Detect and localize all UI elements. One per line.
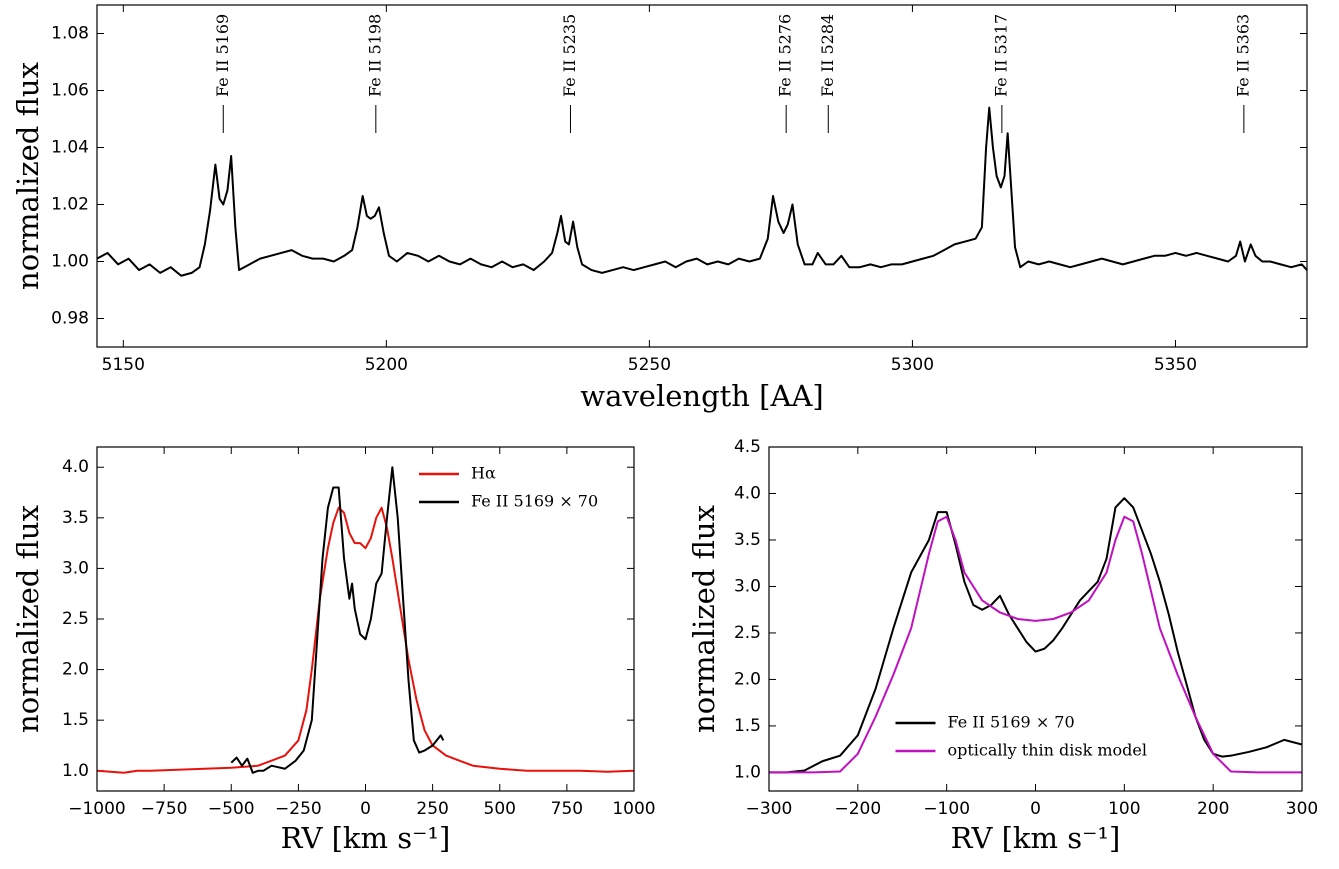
x-tick-label: 500 xyxy=(484,799,516,819)
line-label: Fe II 5363 xyxy=(1233,14,1252,97)
series-line xyxy=(230,466,445,774)
x-tick-label: 5200 xyxy=(365,355,408,375)
x-tick-label: 0 xyxy=(360,799,371,819)
plot-area xyxy=(97,106,1307,277)
x-tick-label: 200 xyxy=(1197,799,1229,819)
axes-frame xyxy=(96,4,1308,348)
x-tick-label: 1000 xyxy=(612,799,655,819)
line-label: Fe II 5284 xyxy=(818,14,837,97)
x-tick-label: 5350 xyxy=(1154,355,1197,375)
x-tick-label: −1000 xyxy=(68,799,126,819)
y-tick-label: 1.0 xyxy=(62,761,89,781)
y-tick-label: 1.06 xyxy=(51,81,89,101)
y-tick-label: 3.0 xyxy=(62,558,89,578)
plot-area xyxy=(97,466,634,774)
line-label: Fe II 5317 xyxy=(991,14,1010,97)
y-tick-label: 2.5 xyxy=(62,609,89,629)
x-axis-label: RV [km s⁻¹] xyxy=(951,821,1121,855)
y-axis-label: normalized flux xyxy=(687,505,721,733)
y-tick-label: 1.5 xyxy=(62,710,89,730)
y-tick-label: 2.0 xyxy=(62,660,89,680)
x-tick-label: 250 xyxy=(416,799,448,819)
y-tick-label: 3.0 xyxy=(734,576,761,596)
line-label: Fe II 5276 xyxy=(776,14,795,97)
y-axis-label: normalized flux xyxy=(11,62,45,290)
y-axis-label: normalized flux xyxy=(11,505,45,733)
x-tick-label: 5300 xyxy=(891,355,934,375)
series-line xyxy=(97,106,1307,277)
axes-frame xyxy=(768,446,1303,792)
line-label: Fe II 5198 xyxy=(365,14,384,97)
y-tick-label: 1.02 xyxy=(51,195,89,215)
x-tick-label: 0 xyxy=(1030,799,1041,819)
y-tick-label: 4.0 xyxy=(734,483,761,503)
x-tick-label: −100 xyxy=(923,799,970,819)
series-line xyxy=(769,515,1302,774)
y-tick-label: 1.5 xyxy=(734,716,761,736)
line-label: Fe II 5169 xyxy=(213,14,232,97)
y-tick-label: 1.00 xyxy=(51,252,89,272)
x-tick-label: −750 xyxy=(141,799,188,819)
y-tick-label: 3.5 xyxy=(62,508,89,528)
legend-label: optically thin disk model xyxy=(948,741,1148,760)
x-tick-label: −500 xyxy=(208,799,255,819)
y-tick-label: 4.5 xyxy=(734,437,761,457)
x-tick-label: −250 xyxy=(275,799,322,819)
legend-label: Hα xyxy=(471,464,496,483)
x-tick-label: 750 xyxy=(551,799,583,819)
x-tick-label: 5250 xyxy=(628,355,671,375)
y-tick-label: 2.5 xyxy=(734,623,761,643)
legend-label: Fe II 5169 × 70 xyxy=(948,713,1075,732)
x-tick-label: −300 xyxy=(746,799,793,819)
x-axis-label: wavelength [AA] xyxy=(580,379,823,413)
x-axis-label: RV [km s⁻¹] xyxy=(281,821,451,855)
plot-area xyxy=(769,497,1302,774)
y-tick-label: 3.5 xyxy=(734,530,761,550)
y-tick-label: 4.0 xyxy=(62,457,89,477)
x-tick-label: 100 xyxy=(1108,799,1140,819)
axes-frame xyxy=(96,446,635,792)
x-tick-label: 300 xyxy=(1286,799,1318,819)
series-line xyxy=(97,506,634,774)
x-tick-label: 5150 xyxy=(102,355,145,375)
legend-label: Fe II 5169 × 70 xyxy=(471,492,598,511)
y-tick-label: 0.98 xyxy=(51,309,89,329)
y-tick-label: 1.0 xyxy=(734,762,761,782)
line-label: Fe II 5235 xyxy=(560,14,579,97)
x-tick-label: −200 xyxy=(834,799,881,819)
y-tick-label: 1.08 xyxy=(51,24,89,44)
y-tick-label: 1.04 xyxy=(51,138,89,158)
y-tick-label: 2.0 xyxy=(734,669,761,689)
